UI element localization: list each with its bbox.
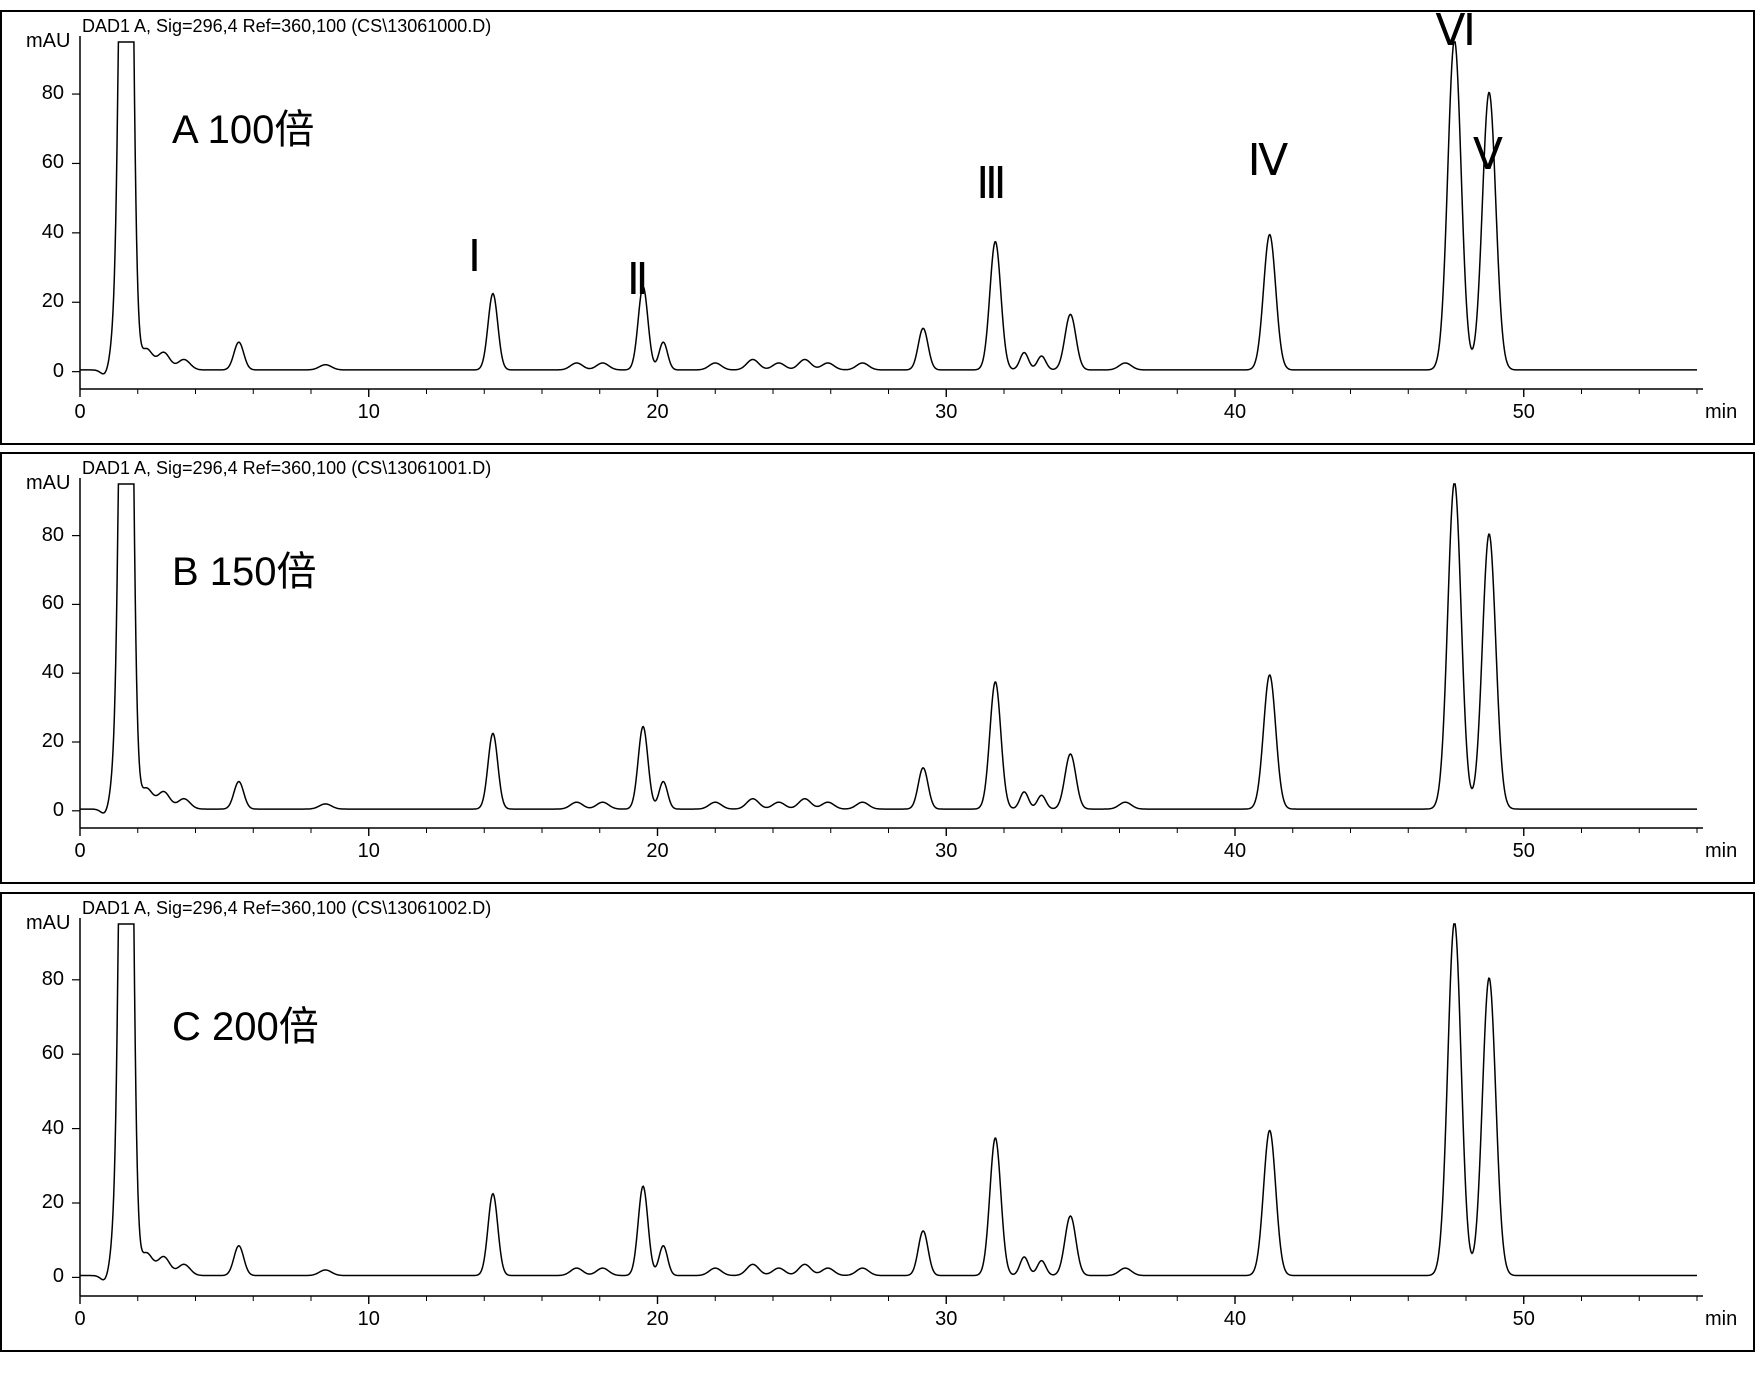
x-tick-label: 20 [638,401,678,424]
chromatogram-panel-A: 0 20 40 60 80 mAU 0 10 20 30 40 50 min DAD1 A, Sig=29… [0,10,1755,445]
x-axis-unit: min [1705,1308,1737,1331]
y-tick-label: 0 [53,799,64,822]
y-tick-label: 20 [42,1191,64,1214]
chromatogram-svg [2,12,1755,447]
panel-dilution-label: A 100倍 [172,97,314,155]
y-tick-label: 60 [42,592,64,615]
panel-header: DAD1 A, Sig=296,4 Ref=360,100 (CS\130610… [82,898,491,919]
chromatogram-svg [2,454,1755,886]
peak-label: Ⅰ [468,231,481,282]
y-axis-unit: mAU [26,30,70,53]
x-tick-label: 0 [60,1308,100,1331]
x-tick-label: 0 [60,840,100,863]
x-tick-label: 10 [349,840,389,863]
chromatogram-svg [2,894,1755,1354]
chromatogram-trace [80,42,1697,374]
y-tick-label: 60 [42,1042,64,1065]
panel-dilution-label: B 150倍 [172,539,317,597]
y-axis-unit: mAU [26,472,70,495]
x-tick-label: 50 [1504,401,1544,424]
peak-label: Ⅳ [1248,135,1289,186]
y-tick-label: 20 [42,730,64,753]
figure-root: 0 20 40 60 80 mAU 0 10 20 30 40 50 min DAD1 A, Sig=29… [0,0,1755,1390]
x-tick-label: 10 [349,1308,389,1331]
y-tick-label: 40 [42,221,64,244]
y-tick-label: 0 [53,1265,64,1288]
x-tick-label: 50 [1504,1308,1544,1331]
chromatogram-panel-C: 0 20 40 60 80 mAU 0 10 20 30 40 50 min DAD1 A, Sig=29… [0,892,1755,1352]
x-axis-unit: min [1705,401,1737,424]
peak-label: Ⅴ [1473,129,1503,180]
chromatogram-panel-B: 0 20 40 60 80 mAU 0 10 20 30 40 50 min DAD1 A, Sig=29… [0,452,1755,884]
x-tick-label: 20 [638,840,678,863]
x-tick-label: 30 [926,401,966,424]
y-tick-label: 20 [42,290,64,313]
x-tick-label: 30 [926,1308,966,1331]
x-tick-label: 30 [926,840,966,863]
y-axis-unit: mAU [26,912,70,935]
panel-header: DAD1 A, Sig=296,4 Ref=360,100 (CS\130610… [82,16,491,37]
peak-label: Ⅱ [627,254,649,305]
y-tick-label: 40 [42,1117,64,1140]
peak-label: Ⅵ [1435,5,1476,56]
x-tick-label: 40 [1215,840,1255,863]
x-tick-label: 0 [60,401,100,424]
panel-dilution-label: C 200倍 [172,994,319,1052]
x-tick-label: 40 [1215,401,1255,424]
peak-label: Ⅲ [976,158,1006,209]
panel-header: DAD1 A, Sig=296,4 Ref=360,100 (CS\130610… [82,458,491,479]
x-tick-label: 20 [638,1308,678,1331]
y-tick-label: 40 [42,661,64,684]
x-tick-label: 40 [1215,1308,1255,1331]
y-tick-label: 80 [42,524,64,547]
y-tick-label: 0 [53,360,64,383]
chromatogram-trace [80,924,1697,1280]
x-tick-label: 10 [349,401,389,424]
x-tick-label: 50 [1504,840,1544,863]
chromatogram-trace [80,484,1697,813]
y-tick-label: 80 [42,968,64,991]
x-axis-unit: min [1705,840,1737,863]
y-tick-label: 60 [42,151,64,174]
y-tick-label: 80 [42,82,64,105]
